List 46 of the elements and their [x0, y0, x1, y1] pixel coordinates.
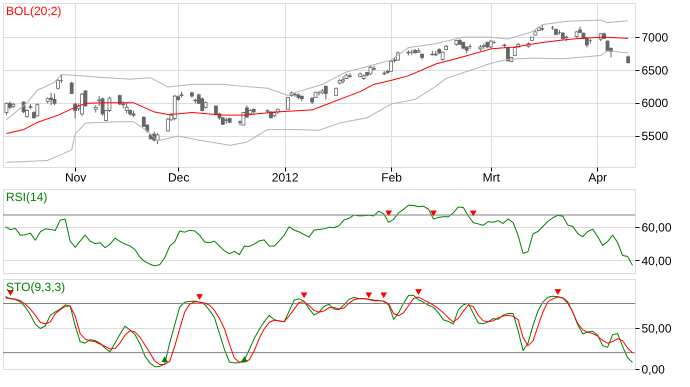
point	[415, 289, 422, 295]
candlestick	[440, 51, 445, 62]
y-tick-label: 6000	[642, 96, 669, 110]
y-tick-label: 5500	[642, 129, 669, 144]
x-tick-label: Apr	[588, 170, 608, 184]
candlestick	[389, 60, 394, 72]
candlestick	[585, 36, 589, 48]
point	[161, 356, 168, 362]
candlestick	[80, 92, 84, 116]
y-tick-label: 0,00	[642, 362, 666, 376]
candlestick	[56, 78, 60, 90]
point	[241, 356, 248, 362]
candlestick	[4, 102, 8, 116]
point	[300, 292, 308, 298]
line-series	[6, 36, 629, 134]
chart-title: BOL(20;2)	[6, 4, 62, 18]
y-tick-label: 60,00	[642, 220, 672, 234]
candlestick	[368, 65, 372, 76]
x-tick-label: Dec	[168, 170, 190, 184]
point	[196, 294, 203, 300]
y-tick-label: 40,00	[642, 254, 672, 268]
point	[365, 292, 372, 298]
candlestick	[35, 102, 40, 117]
x-tick-label: 2012	[272, 170, 299, 184]
candlestick	[166, 117, 170, 132]
candlestick	[286, 96, 290, 110]
candlestick	[49, 92, 53, 106]
y-tick-label: 7000	[642, 30, 669, 45]
x-tick-label: Nov	[64, 170, 86, 184]
x-tick-label: Feb	[381, 170, 402, 184]
candlestick	[156, 132, 160, 145]
y-tick-label: 6500	[642, 63, 669, 78]
candlestick	[70, 81, 74, 95]
y-tick-label: 50,00	[642, 322, 672, 336]
candlestick	[124, 102, 129, 114]
line-series	[6, 50, 629, 163]
candlestick	[324, 85, 328, 100]
candlestick	[200, 96, 204, 112]
x-tick-label: Mrt	[482, 170, 501, 184]
chart-title: STO(9,3,3)	[6, 280, 66, 294]
chart-title: RSI(14)	[6, 190, 48, 204]
candlestick	[52, 93, 56, 106]
line-series	[4, 204, 634, 266]
line-series	[6, 20, 629, 120]
point	[380, 292, 388, 298]
point	[554, 289, 562, 295]
